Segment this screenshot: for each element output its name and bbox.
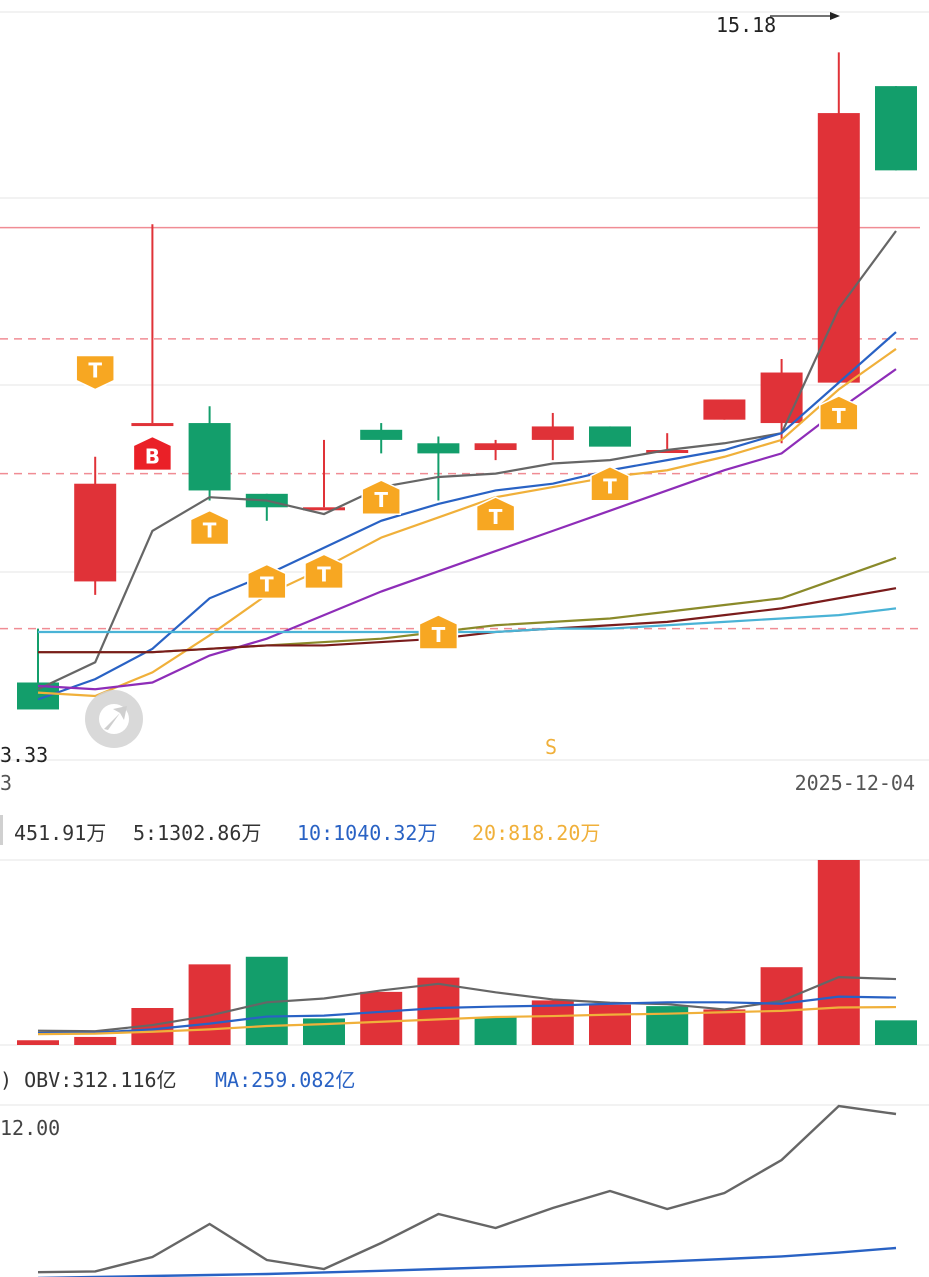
candle-body bbox=[360, 429, 403, 440]
candle-body bbox=[703, 399, 746, 420]
trade-marker-label: T bbox=[432, 623, 446, 647]
volume-legend-ma5: 5:1302.86万 bbox=[133, 821, 261, 845]
trade-marker-label: T bbox=[260, 572, 274, 596]
volume-bar bbox=[188, 964, 231, 1045]
volume-bar bbox=[74, 1036, 117, 1045]
volume-bar bbox=[474, 1017, 517, 1045]
volume-bar bbox=[589, 1004, 631, 1045]
volume-bars bbox=[17, 860, 917, 1045]
volume-bar bbox=[360, 991, 403, 1045]
candle-body bbox=[131, 423, 174, 427]
trade-marker-label: T bbox=[317, 562, 331, 586]
obv-line bbox=[37, 1104, 897, 1274]
volume-bar bbox=[817, 860, 860, 1045]
ma250-line bbox=[38, 607, 897, 634]
volume-bar bbox=[760, 967, 803, 1045]
volume-bar bbox=[875, 1020, 917, 1045]
volume-bar bbox=[531, 1000, 574, 1045]
volume-ma5-line bbox=[37, 976, 897, 1033]
volume-bar bbox=[703, 1009, 746, 1045]
trade-marker-label: T bbox=[203, 519, 217, 543]
min-price-label: 3.33 bbox=[0, 743, 48, 767]
volume-ma20-line bbox=[37, 1005, 897, 1036]
obv-legend-value: ) OBV:312.116亿 bbox=[0, 1068, 177, 1092]
moving-average-lines bbox=[37, 230, 897, 701]
trade-marker-label: T bbox=[489, 505, 503, 529]
max-price-annotation: 15.18 bbox=[716, 12, 840, 37]
volume-legend-ma20: 20:818.20万 bbox=[472, 821, 600, 845]
obv-legend: ) OBV:312.116亿 MA:259.082亿 bbox=[0, 1068, 355, 1092]
x-tick-date: 2025-12-04 bbox=[795, 771, 915, 795]
trade-marker-badge bbox=[361, 479, 401, 515]
volume-legend-ma10: 10:1040.32万 bbox=[297, 821, 437, 845]
trade-marker-badge bbox=[132, 435, 173, 472]
max-price-label: 15.18 bbox=[716, 13, 776, 37]
volume-bar bbox=[417, 977, 460, 1045]
candle-body bbox=[760, 372, 803, 424]
trade-marker-badge bbox=[418, 614, 459, 650]
candles bbox=[17, 52, 917, 710]
ma20-line bbox=[37, 348, 897, 698]
obv-legend-ma: MA:259.082亿 bbox=[215, 1068, 355, 1092]
s-signal-label: S bbox=[545, 735, 557, 759]
candle-body bbox=[74, 483, 117, 582]
volume-legend-value: 451.91万 bbox=[14, 821, 106, 845]
trade-marker-badge bbox=[819, 395, 859, 431]
x-tick-left: 3 bbox=[0, 771, 12, 795]
obv-y-tick: 12.00 bbox=[0, 1116, 60, 1140]
candle-body bbox=[417, 443, 460, 454]
candle-body bbox=[589, 426, 631, 447]
volume-panel bbox=[0, 859, 929, 1046]
trade-marker-badge bbox=[304, 553, 344, 590]
candle-body bbox=[303, 507, 345, 511]
trade-markers: T B T T T T T T T T bbox=[75, 354, 859, 650]
trade-marker-label: T bbox=[832, 404, 846, 428]
diagonal-arrow-icon bbox=[99, 704, 129, 734]
trade-marker-badge bbox=[475, 496, 516, 532]
obv-lines bbox=[37, 1104, 897, 1277]
trade-marker-badge bbox=[247, 563, 287, 600]
volume-ma-lines bbox=[37, 976, 897, 1036]
ma10-line bbox=[37, 331, 897, 701]
candle-body bbox=[646, 450, 689, 454]
price-grid bbox=[0, 11, 929, 761]
obv-panel: 12.00 bbox=[0, 1104, 929, 1277]
candle-body bbox=[188, 423, 231, 491]
candle-body bbox=[474, 443, 517, 451]
candle-body bbox=[531, 426, 574, 440]
volume-legend: 451.91万 5:1302.86万 10:1040.32万 20:818.20… bbox=[0, 815, 600, 845]
candle-body bbox=[875, 86, 917, 171]
ma30-line bbox=[37, 368, 897, 691]
price-panel: T B T T T T T T T T 15.18 3.33 S 3 2025-12-04 bbox=[0, 11, 929, 795]
trade-marker-label: T bbox=[374, 488, 388, 512]
ma5-line bbox=[37, 230, 897, 691]
volume-bar bbox=[646, 1006, 689, 1045]
trade-marker-badge bbox=[75, 354, 115, 391]
trade-marker-badge bbox=[189, 509, 230, 546]
reset-zoom-button[interactable] bbox=[85, 690, 143, 748]
trade-marker-badge bbox=[590, 465, 630, 502]
trade-marker-label: T bbox=[603, 475, 617, 499]
volume-ma10-line bbox=[37, 995, 897, 1035]
volume-bar bbox=[17, 1040, 59, 1045]
ma120-line bbox=[38, 587, 897, 654]
obv_ma-line bbox=[37, 1246, 897, 1277]
trade-marker-label: B bbox=[145, 444, 160, 468]
trade-marker-label: T bbox=[88, 359, 102, 383]
